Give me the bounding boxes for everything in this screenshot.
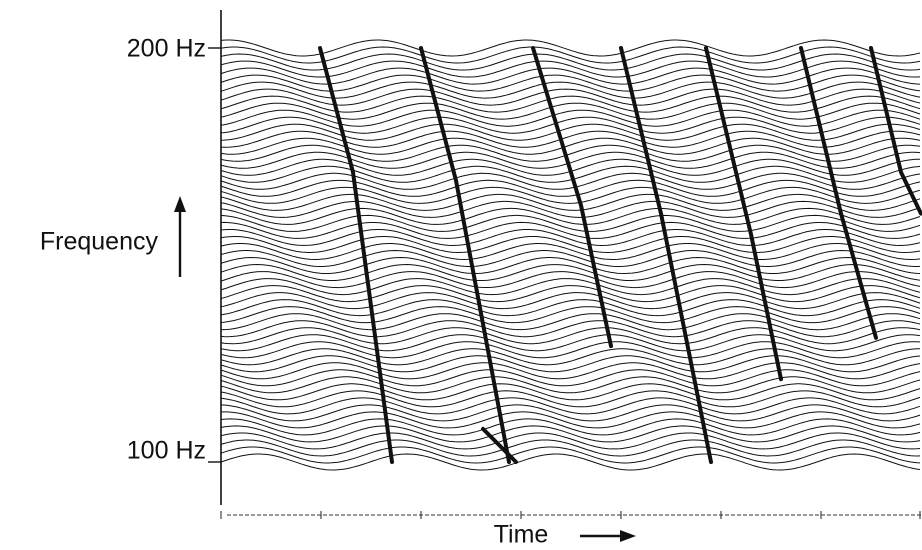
frequency-trace (220, 130, 921, 148)
frequency-trace (220, 263, 921, 281)
frequency-trace (220, 221, 921, 239)
y-axis-label: Frequency (40, 228, 159, 256)
frequency-trace (220, 376, 921, 394)
frequency-trace (220, 327, 921, 345)
frequency-trace (220, 299, 921, 317)
frequency-trace (220, 144, 921, 162)
frequency-trace (220, 81, 921, 99)
up-arrow-icon (174, 196, 186, 277)
frequency-trace (220, 369, 921, 387)
frequency-trace (220, 285, 921, 303)
frequency-trace (220, 348, 921, 366)
frequency-trace (220, 60, 921, 78)
frequency-trace (220, 453, 921, 471)
frequency-trace (220, 446, 921, 464)
ridge-lines (318, 46, 922, 464)
frequency-trace (220, 207, 921, 225)
ridge-line-4 (481, 426, 518, 464)
ridge-line-1 (318, 46, 394, 464)
frequency-trace (220, 236, 921, 254)
waveform-traces (220, 39, 921, 471)
frequency-trace (220, 271, 921, 289)
frequency-trace (220, 88, 921, 106)
frequency-trace (220, 256, 921, 274)
frequency-trace (220, 432, 921, 450)
y-tick-label-100: 100 Hz (127, 437, 206, 465)
frequency-trace (220, 383, 921, 401)
frequency-trace (220, 292, 921, 310)
frequency-trace (220, 67, 921, 85)
frequency-trace (220, 186, 921, 204)
frequency-trace (220, 390, 921, 408)
frequency-trace (220, 172, 921, 190)
frequency-trace (220, 278, 921, 296)
frequency-trace (220, 397, 921, 415)
ridge-line-8 (869, 46, 922, 216)
frequency-trace (220, 116, 921, 134)
y-tick-label-200: 200 Hz (127, 35, 206, 63)
frequency-trace (220, 404, 921, 422)
frequency-trace (220, 425, 921, 443)
frequency-trace (220, 193, 921, 211)
ridge-line-7 (799, 46, 878, 340)
frequency-trace (220, 137, 921, 155)
frequency-trace (220, 411, 921, 429)
frequency-trace (220, 200, 921, 218)
frequency-trace (220, 355, 921, 373)
ridge-line-5 (619, 46, 713, 464)
frequency-trace (220, 439, 921, 457)
frequency-trace (220, 74, 921, 92)
frequency-trace (220, 341, 921, 359)
frequency-trace (220, 334, 921, 352)
frequency-trace (220, 306, 921, 324)
frequency-trace (220, 165, 921, 183)
frequency-trace (220, 179, 921, 197)
frequency-trace (220, 243, 921, 261)
x-axis-label: Time (494, 521, 549, 549)
frequency-trace (220, 229, 921, 247)
x-axis: Time (220, 511, 921, 549)
y-axis: 200 Hz 100 Hz Frequency (40, 10, 222, 505)
ridge-line-6 (704, 46, 783, 382)
right-arrow-icon (580, 530, 636, 542)
ridge-line-2 (419, 46, 511, 464)
frequency-trace (220, 418, 921, 436)
x-time-marks (220, 511, 921, 519)
frequency-trace (220, 39, 921, 57)
frequency-trace (220, 214, 921, 232)
frequency-trace (220, 151, 921, 169)
ridge-line-3 (531, 46, 613, 349)
frequency-trace (220, 313, 921, 331)
frequency-trace (220, 362, 921, 380)
frequency-trace (220, 109, 921, 127)
frequency-trace (220, 123, 921, 141)
frequency-trace (220, 249, 921, 267)
frequency-trace (220, 320, 921, 338)
